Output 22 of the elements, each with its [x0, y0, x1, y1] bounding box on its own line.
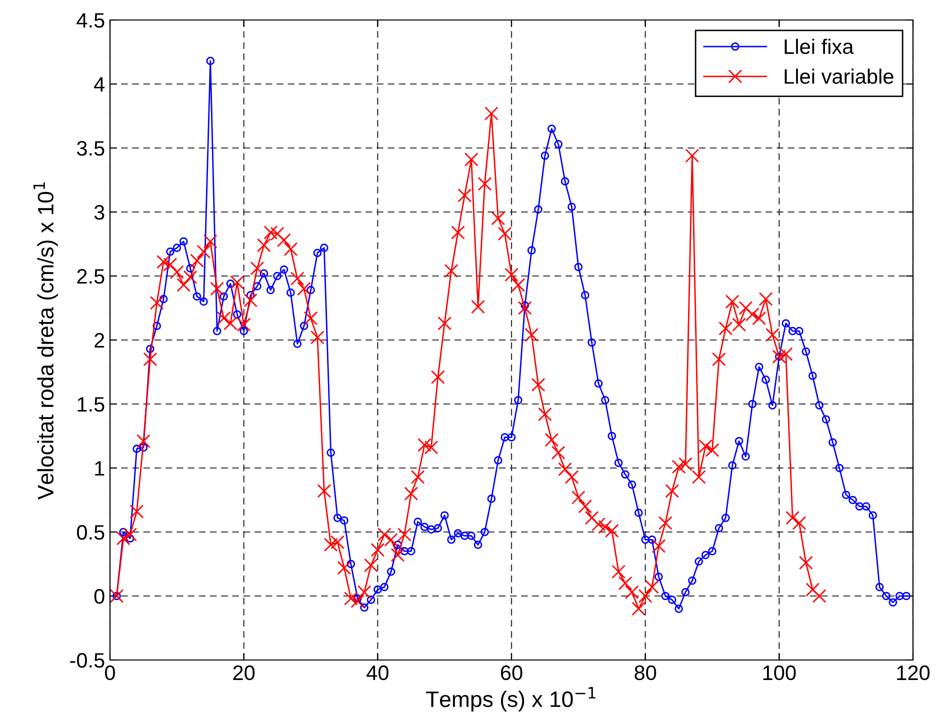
- x-tick-label: 20: [233, 665, 255, 680]
- legend-label: Llei variable: [784, 68, 894, 84]
- y-tick-label: 4.5: [76, 13, 104, 28]
- x-tick-label: 40: [366, 665, 388, 680]
- x-tick-label: 0: [105, 665, 115, 680]
- y-tick-label: 2: [94, 333, 104, 348]
- y-tick-label: 0: [94, 589, 104, 604]
- y-tick-label: 3.5: [76, 141, 104, 156]
- x-tick-label: 60: [500, 665, 522, 680]
- y-tick-label: 2.5: [77, 269, 104, 284]
- y-axis-title: Velocitat roda dreta (cm/s) x 10$^{1}$: [33, 182, 58, 500]
- x-tick-label: 120: [897, 665, 930, 680]
- legend-label: Llei fixa: [784, 38, 854, 54]
- x-tick-label: 80: [634, 665, 656, 680]
- y-tick-label: 0.5: [76, 525, 104, 540]
- x-axis-title: Temps (s) x 10$^{−1}$: [426, 687, 596, 712]
- y-tick-label: 4: [94, 77, 105, 92]
- x-tick-label: 100: [763, 665, 796, 680]
- y-tick-label: 1.5: [78, 397, 104, 412]
- y-tick-label: 3: [94, 205, 104, 220]
- y-tick-label: 1: [95, 461, 104, 476]
- y-tick-label: -0.5: [70, 653, 104, 668]
